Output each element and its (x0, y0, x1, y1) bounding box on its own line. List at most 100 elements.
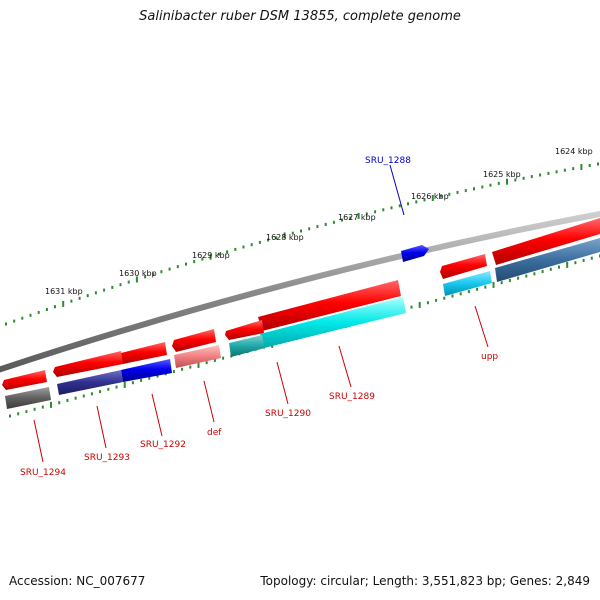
minor-tick (115, 385, 118, 389)
gene-label-upp[interactable]: upp (481, 352, 498, 362)
minor-tick (456, 190, 459, 194)
gene-label-sru1290[interactable]: SRU_1290 (265, 409, 311, 419)
gene-arrow-sru1292[interactable] (119, 342, 167, 364)
minor-tick (181, 367, 184, 371)
minor-tick (440, 194, 442, 198)
major-tick (123, 381, 126, 388)
minor-tick (86, 294, 89, 298)
minor-tick (316, 225, 319, 229)
gene-arrow-def[interactable] (172, 329, 216, 352)
minor-tick (29, 313, 32, 317)
genome-summary-text: Topology: circular; Length: 3,551,823 bp… (260, 574, 590, 588)
minor-tick (172, 370, 175, 374)
gene-label-sru1288[interactable]: SRU_1288 (365, 156, 411, 166)
map-title: Salinibacter ruber DSM 13855, complete g… (139, 9, 461, 24)
minor-tick (222, 356, 225, 360)
minor-tick (514, 178, 517, 182)
gene-arrow-sru1293[interactable] (53, 351, 123, 377)
major-tick (580, 164, 583, 170)
minor-tick (426, 301, 429, 305)
minor-tick (539, 173, 542, 177)
gene-arrow-sru1294[interactable] (2, 370, 47, 390)
gene-arrow-sru1289[interactable] (258, 280, 401, 331)
minor-tick (189, 365, 192, 369)
minor-tick (349, 216, 352, 220)
minor-tick (74, 396, 77, 400)
gene-arrow-sru1290[interactable] (225, 320, 264, 340)
minor-tick (574, 261, 577, 265)
gene-label-sru1293[interactable]: SRU_1293 (84, 453, 130, 463)
genome-backbone (0, 210, 600, 373)
minor-tick (33, 407, 36, 411)
minor-tick (407, 202, 409, 206)
minor-tick (242, 245, 245, 249)
gene-arrow-upp-right[interactable] (492, 218, 600, 265)
gene-label-def[interactable]: def (207, 428, 222, 438)
minor-tick (435, 298, 438, 302)
minor-tick (530, 175, 533, 179)
leader-sru1293 (96, 405, 107, 449)
minor-tick (522, 176, 525, 180)
minor-tick (213, 358, 216, 362)
minor-tick (443, 296, 446, 300)
minor-tick (533, 272, 536, 276)
minor-tick (590, 256, 593, 260)
minor-tick (119, 283, 122, 287)
leader-sru1290 (276, 361, 289, 405)
major-tick (492, 281, 495, 288)
major-tick (506, 178, 508, 185)
minor-tick (193, 260, 196, 264)
leader-sru1292 (151, 393, 163, 437)
leader-sru1289 (338, 345, 352, 388)
minor-tick (549, 267, 552, 271)
minor-tick (37, 310, 40, 314)
minor-tick (21, 316, 24, 320)
minor-tick (464, 189, 467, 193)
gene-shadow-upp-right (495, 238, 600, 282)
minor-tick (308, 227, 311, 231)
minor-tick (500, 281, 503, 285)
gene-arrow-upp[interactable] (440, 254, 487, 279)
gene-label-sru1292[interactable]: SRU_1292 (140, 440, 186, 450)
gene-shadow-sru1293 (57, 370, 123, 395)
minor-tick (541, 270, 544, 274)
minor-tick (459, 292, 462, 296)
minor-tick (17, 412, 20, 416)
gene-label-sru1294[interactable]: SRU_1294 (20, 468, 66, 478)
minor-tick (205, 361, 208, 365)
minor-tick (291, 231, 294, 235)
minor-tick (58, 401, 61, 405)
gene-arrow-sru1288[interactable] (401, 245, 429, 262)
minor-tick (467, 290, 470, 294)
major-tick (209, 253, 212, 260)
gene-labels: SRU_1288 upp SRU_1289 SRU_1290 def SRU_1… (20, 156, 498, 478)
leader-def (203, 380, 215, 423)
gene-shadow-sru1290 (229, 335, 265, 357)
minor-tick (451, 294, 454, 298)
minor-tick (597, 162, 599, 166)
minor-tick (82, 394, 85, 398)
leader-sru1294 (33, 419, 44, 463)
minor-tick (481, 185, 484, 189)
minor-tick (13, 319, 16, 323)
minor-tick (144, 275, 147, 279)
minor-tick (217, 252, 220, 256)
gene-shadow-upp (443, 271, 492, 296)
scale-label-1626: 1626 kbp (411, 192, 449, 201)
leader-lines (33, 164, 489, 463)
gene-label-sru1289[interactable]: SRU_1289 (329, 392, 375, 402)
minor-tick (94, 291, 97, 295)
minor-tick (390, 206, 393, 210)
major-tick (197, 361, 200, 368)
minor-tick (54, 305, 56, 309)
major-tick (283, 232, 286, 239)
minor-tick (423, 198, 426, 202)
minor-tick (382, 208, 385, 212)
minor-tick (398, 204, 401, 208)
minor-tick (410, 305, 413, 309)
minor-tick (267, 238, 270, 242)
minor-tick (45, 308, 48, 311)
minor-tick (489, 183, 492, 187)
minor-tick (111, 285, 114, 289)
